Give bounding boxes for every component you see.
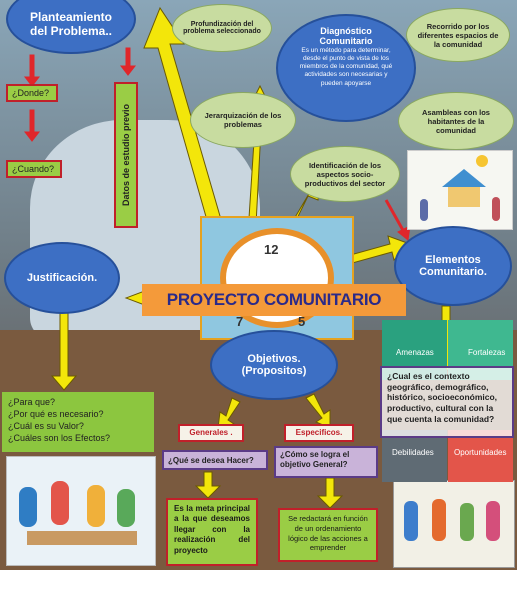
- clock-number-12: 12: [264, 242, 279, 257]
- comic-illustration: [393, 480, 515, 568]
- diagnostico-title: Diagnóstico Comunitario: [319, 26, 373, 46]
- arrow-red-1-head: [23, 76, 41, 87]
- justificacion-label: Justificación.: [26, 272, 98, 284]
- como-lograr-box: ¿Cómo se logra el objetivo General?: [274, 446, 378, 478]
- arrow-red-4: [384, 199, 406, 233]
- jerarquizacion-label: Jerarquización de los problemas: [204, 111, 282, 129]
- cloud-diagnostico: Diagnóstico Comunitario Es un método par…: [276, 14, 416, 122]
- elementos-text: ¿Cual es el contexto geográfico, demográ…: [380, 366, 514, 438]
- arrow-red-1: [29, 54, 35, 78]
- que-hacer-box: ¿Qué se desea Hacer?: [162, 450, 268, 470]
- mind-map: 12 7 5 Amenazas Fortalezas Debilidades O…: [0, 0, 517, 570]
- diagnostico-text: Es un método para determinar, desde el p…: [299, 47, 393, 87]
- arrow-red-3: [125, 47, 131, 67]
- arrow-yellow-to-redactara: [316, 477, 344, 509]
- cuando-box: ¿Cuando?: [6, 160, 62, 178]
- identificacion-label: Identificación de los aspectos socio-pro…: [304, 160, 386, 188]
- recorrido-label: Recorrido por los diferentes espacios de…: [417, 21, 499, 49]
- redactara-box: Se redactará en función de un ordenamien…: [278, 508, 378, 562]
- datos-box: Datos de estudio previo: [114, 82, 138, 228]
- clock-icon: 12 7 5: [200, 216, 354, 340]
- meta-box: Es la meta principal a la que deseamos l…: [166, 498, 258, 566]
- cloud-asambleas: Asambleas con los habitantes de la comun…: [398, 92, 514, 150]
- foda-debilidades: Debilidades: [392, 448, 434, 457]
- cloud-identificacion: Identificación de los aspectos socio-pro…: [290, 146, 400, 202]
- cloud-recorrido: Recorrido por los diferentes espacios de…: [406, 8, 510, 62]
- cloud-planteamiento: Planteamiento del Problema..: [6, 0, 136, 54]
- donde-box: ¿Donde?: [6, 84, 58, 102]
- foda-oportunidades: Oportunidades: [454, 448, 507, 457]
- objetivos-label: Objetivos. (Propositos): [241, 353, 307, 377]
- datos-label: Datos de estudio previo: [121, 103, 131, 207]
- generales-box: Generales .: [178, 424, 244, 442]
- profundizacion-label: Profundización del problema seleccionado: [183, 21, 261, 35]
- arrow-red-3-head: [119, 65, 137, 76]
- arrow-yellow-to-questions: [50, 311, 78, 391]
- asambleas-label: Asambleas con los habitantes de la comun…: [422, 107, 490, 135]
- arrow-yellow-to-especificos: [305, 393, 331, 429]
- elementos-label: Elementos Comunitario.: [419, 254, 487, 278]
- cloud-profundizacion: Profundización del problema seleccionado: [172, 4, 272, 52]
- page-title: PROYECTO COMUNITARIO: [166, 290, 382, 309]
- cloud-jerarquizacion: Jerarquización de los problemas: [190, 92, 296, 148]
- cloud-justificacion: Justificación.: [4, 242, 120, 314]
- arrow-yellow-to-planteamiento: [143, 6, 239, 281]
- cloud-elementos: Elementos Comunitario.: [394, 226, 512, 306]
- arrow-yellow-to-meta: [194, 471, 222, 499]
- arrow-red-2: [29, 109, 35, 133]
- people-illustration-icon: [6, 456, 156, 566]
- foda-fortalezas: Fortalezas: [468, 348, 506, 357]
- justificacion-questions: ¿Para que? ¿Por qué es necesario? ¿Cuál …: [2, 392, 154, 452]
- arrow-red-2-head: [23, 131, 41, 142]
- clock-number-7: 7: [236, 314, 244, 329]
- house-illustration-icon: [407, 150, 513, 230]
- title-banner: PROYECTO COMUNITARIO: [142, 284, 406, 316]
- cloud-objetivos: Objetivos. (Propositos): [210, 330, 338, 400]
- especificos-box: Especificos.: [284, 424, 354, 442]
- planteamiento-label: Planteamiento del Problema..: [29, 10, 113, 38]
- clock-number-5: 5: [298, 314, 306, 329]
- foda-amenazas: Amenazas: [396, 348, 434, 357]
